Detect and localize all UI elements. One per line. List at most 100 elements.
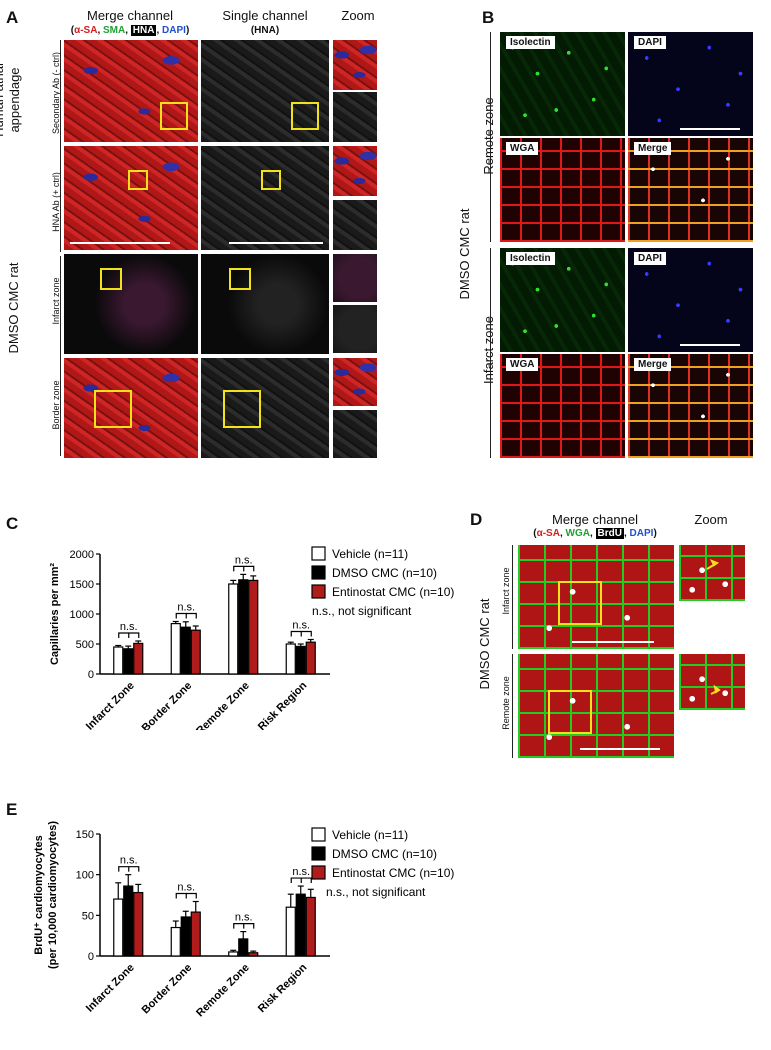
panel-a-zoom-neg-merge — [333, 40, 377, 90]
zoom-region-box — [558, 581, 602, 625]
zoom-region-box — [100, 268, 122, 290]
panel-b-remote-merge-image: Merge — [628, 138, 753, 242]
channel-legend-item: DAPI — [629, 528, 654, 539]
channel-legend-item: ( — [533, 528, 537, 539]
panel-b-remote-dapi-image: DAPI — [628, 32, 753, 136]
panel-a-group-line-human — [60, 40, 61, 252]
y-tick-label: 100 — [76, 870, 94, 882]
category-label: Remote Zone — [194, 680, 252, 730]
panel-b-infarct-dapi-image: DAPI — [628, 248, 753, 352]
y-tick-label: 1000 — [70, 609, 94, 621]
legend-note: n.s., not significant — [312, 604, 412, 618]
panel-a-single-border-image — [201, 358, 329, 458]
arrow-icon — [706, 559, 720, 570]
channel-legend-item: ) — [185, 25, 190, 36]
significance-bracket — [233, 923, 255, 929]
panel-b-letter: B — [482, 8, 495, 27]
panel-a-group-line-rat — [60, 256, 61, 456]
category-label: Remote Zone — [194, 962, 252, 1020]
y-tick-label: 150 — [76, 829, 94, 841]
bar — [190, 629, 201, 675]
channel-legend-item: , — [97, 25, 103, 36]
panel-d-infarct-zoom-image — [679, 545, 745, 601]
panel-d-remote-merge-image — [518, 654, 674, 758]
channel-legend-item: ) — [653, 528, 657, 539]
panel-d-group-label: DMSO CMC rat — [477, 598, 492, 690]
wga-tag: WGA — [506, 358, 539, 371]
channel-legend-item: BrdU — [595, 528, 624, 539]
bar — [113, 898, 124, 957]
panel-a-merge-infarct-image — [64, 254, 198, 354]
bar — [238, 579, 249, 675]
bar — [123, 648, 134, 675]
panel-a-single-neg-image — [201, 40, 329, 142]
merge-tag: Merge — [634, 142, 672, 155]
channel-legend-item: ( — [70, 25, 75, 36]
legend-swatch — [311, 827, 326, 842]
channel-legend-item: , — [156, 25, 163, 36]
panel-a-merge-border-image — [64, 358, 198, 458]
scale-bar — [680, 128, 740, 130]
panel-a-zoom-infarct-merge — [333, 254, 377, 302]
panel-b-infarct-isolectin-image: Isolectin — [500, 248, 625, 352]
panel-d-infarct-merge-image — [518, 545, 674, 649]
merge-tag: Merge — [634, 358, 672, 371]
category-label: Risk Region — [256, 679, 310, 730]
zoom-region-box — [128, 170, 148, 190]
panel-a-zoom-pos-merge — [333, 146, 377, 196]
channel-legend-item: DAPI — [162, 25, 186, 36]
panel-b-remote-wga-image: WGA — [500, 138, 625, 242]
panel-a-row-label-neg: Secondary Ab (- ctrl) — [51, 51, 61, 135]
panel-e-letter: E — [6, 800, 18, 819]
panel-a-merge-neg-image — [64, 40, 198, 142]
bar — [170, 926, 181, 957]
category-label: Infarct Zone — [84, 962, 137, 1015]
channel-legend-item: HNA — [130, 25, 157, 36]
legend-label: Entinostat CMC (n=10) — [332, 866, 454, 880]
legend-swatch — [311, 546, 326, 561]
legend-label: Vehicle (n=11) — [332, 547, 408, 561]
panel-a-single-subheader: (HNA) — [250, 25, 280, 36]
panel-b-infarct-merge-image: Merge — [628, 354, 753, 458]
panel-b-line-infarct — [490, 248, 491, 458]
panel-e-chart: 0 50 100 150 BrdU⁺ cardiomyocytes (per 10,000… — [33, 821, 454, 1020]
panel-a-header-zoom: Zoom — [341, 8, 375, 23]
dapi-tag: DAPI — [634, 36, 666, 49]
panel-a-zoom-border-merge — [333, 358, 377, 406]
panel-c-chart: 0 500 1000 1500 2000 Capillaries per mm² n.s. I… — [49, 546, 454, 730]
panel-b-group-label: DMSO CMC rat — [457, 208, 472, 300]
legend-swatch — [311, 565, 326, 580]
significance-label: n.s. — [292, 620, 310, 632]
y-tick-label: 50 — [82, 910, 94, 922]
bar — [238, 938, 249, 957]
panel-b-zone-label-infarct: Infarct zone — [481, 316, 496, 384]
category-label: Infarct Zone — [84, 680, 137, 730]
bar — [248, 579, 259, 675]
channel-legend-item: WGA — [565, 528, 590, 539]
channel-legend-item: , — [589, 528, 596, 539]
channel-legend-item: α-SA — [536, 528, 560, 539]
bar — [305, 896, 316, 957]
panel-a-header-merge: Merge channel — [87, 8, 173, 23]
scale-bar — [70, 242, 170, 244]
wga-tag: WGA — [506, 142, 539, 155]
y-axis-label: BrdU⁺ cardiomyocytes — [33, 835, 45, 955]
panel-a-header-single: Single channel — [222, 8, 308, 23]
zoom-region-box — [229, 268, 251, 290]
panel-b-remote-isolectin-image: Isolectin — [500, 32, 625, 136]
panel-b-zone-label-remote: Remote zone — [481, 97, 496, 175]
panel-d-header: Merge channel — [552, 512, 638, 527]
significance-label: n.s. — [235, 554, 253, 566]
bar — [285, 643, 296, 675]
zoom-region-box — [223, 390, 261, 428]
panel-a-zoom-infarct-single — [333, 305, 377, 353]
y-tick-label: 0 — [88, 951, 94, 963]
panel-b-line-remote — [490, 32, 491, 242]
bar — [305, 641, 316, 675]
legend-swatch — [311, 846, 326, 861]
zoom-region-box — [261, 170, 281, 190]
panel-d-remote-zoom-image — [679, 654, 745, 710]
panel-d-channel-legend: (α-SA, WGA, BrdU, DAPI) — [512, 528, 678, 539]
legend-label: DMSO CMC (n=10) — [332, 566, 437, 580]
bar — [123, 885, 134, 957]
